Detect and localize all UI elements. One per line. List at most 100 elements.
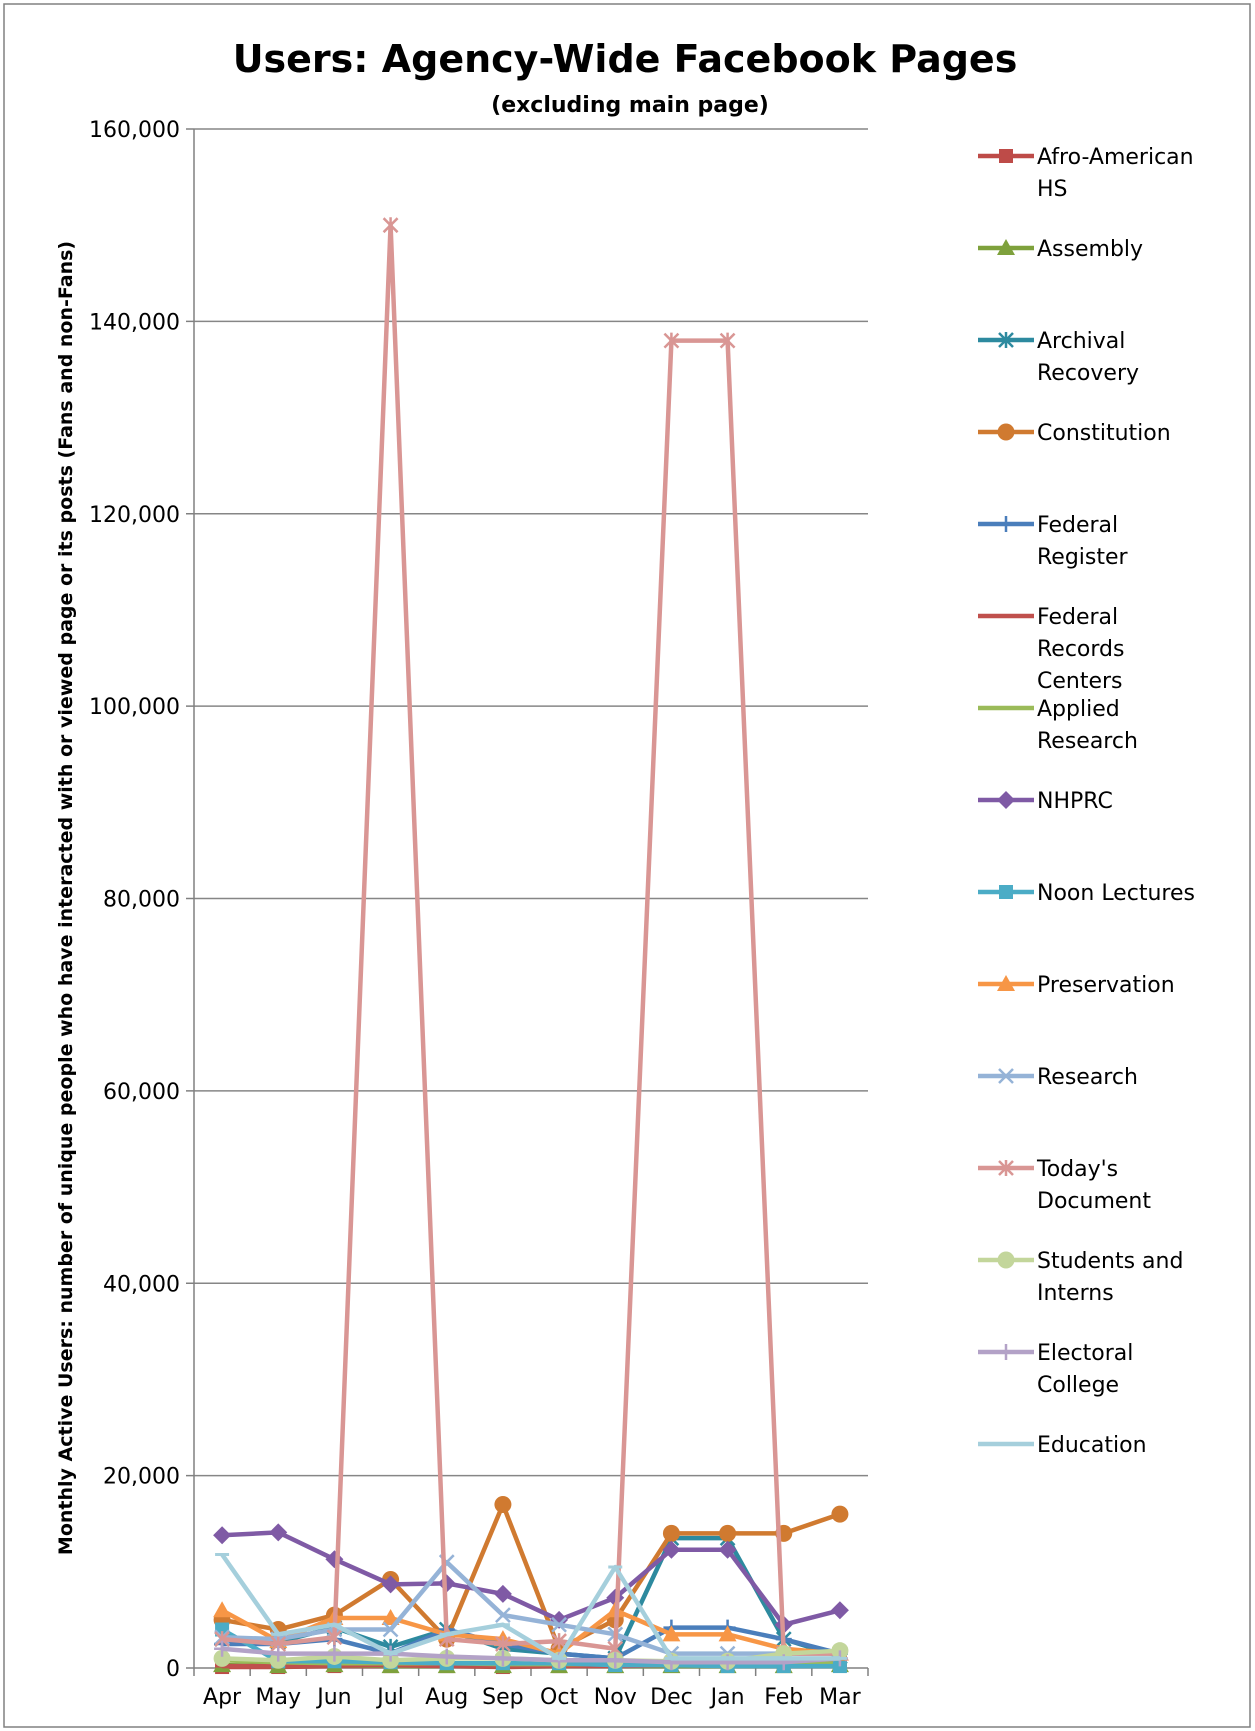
chart-title: Users: Agency-Wide Facebook Pages bbox=[233, 37, 1018, 81]
chart-border bbox=[3, 3, 1251, 1728]
legend-label: Centers bbox=[1037, 669, 1123, 694]
legend-label: Noon Lectures bbox=[1037, 881, 1195, 906]
data-point bbox=[213, 1601, 232, 1618]
series-line bbox=[220, 1627, 840, 1669]
series-line bbox=[221, 1646, 841, 1665]
y-tick-label: 120,000 bbox=[89, 503, 180, 528]
legend-label: HS bbox=[1037, 177, 1068, 202]
legend-item-research: Research bbox=[978, 1065, 1138, 1090]
data-point bbox=[326, 1629, 343, 1646]
x-tick-label: May bbox=[256, 1685, 301, 1710]
plot-series bbox=[213, 217, 849, 1675]
series-line bbox=[220, 1553, 840, 1661]
data-point bbox=[382, 217, 399, 234]
legend-label: Assembly bbox=[1037, 237, 1143, 262]
series-line bbox=[221, 1608, 841, 1656]
legend-label: Recovery bbox=[1037, 361, 1139, 386]
data-point bbox=[493, 1584, 512, 1603]
data-point bbox=[830, 1601, 849, 1620]
y-tick-label: 100,000 bbox=[89, 695, 180, 720]
legend-swatch-marker bbox=[998, 1068, 1014, 1084]
legend-label: Students and bbox=[1037, 1249, 1183, 1274]
y-tick-label: 160,000 bbox=[89, 118, 180, 143]
legend-swatch-marker bbox=[997, 239, 1015, 255]
data-point bbox=[718, 1625, 737, 1642]
x-tick-label: Dec bbox=[650, 1685, 693, 1710]
legend-item-federal-records-centers: Federal Records Centers bbox=[978, 605, 1124, 694]
legend-swatch-marker bbox=[998, 332, 1014, 348]
x-tick-label: Sep bbox=[482, 1685, 523, 1710]
data-point bbox=[831, 1505, 849, 1523]
data-point bbox=[607, 1652, 624, 1669]
legend: Afro-American HS Assembly Archival Recovery C… bbox=[978, 145, 1195, 1458]
legend-label: Constitution bbox=[1037, 421, 1171, 446]
legend-label: College bbox=[1037, 1373, 1119, 1398]
legend-label: Research bbox=[1037, 729, 1138, 754]
legend-label: Document bbox=[1037, 1189, 1151, 1214]
legend-item-noon-lectures: Noon Lectures bbox=[978, 881, 1195, 906]
data-point bbox=[495, 1635, 511, 1652]
data-point bbox=[551, 1616, 567, 1633]
data-point bbox=[663, 332, 680, 349]
legend-label: Electoral bbox=[1037, 1341, 1133, 1366]
legend-item-today-s-document: Today's Document bbox=[978, 1157, 1151, 1214]
series-line bbox=[222, 1559, 840, 1656]
legend-label: Research bbox=[1037, 1065, 1138, 1090]
data-point bbox=[326, 1645, 343, 1662]
y-axis-label: Monthly Active Users: number of unique p… bbox=[55, 241, 77, 1555]
legend-label: Federal bbox=[1037, 605, 1118, 630]
data-point bbox=[382, 1621, 399, 1638]
x-tick-label: Mar bbox=[819, 1685, 861, 1710]
series-nhprc bbox=[213, 1523, 849, 1634]
series-line bbox=[221, 1502, 841, 1652]
data-point bbox=[719, 332, 736, 349]
data-point bbox=[438, 1648, 455, 1665]
y-axis-ticks: 0 20,000 40,000 60,000 80,000 100,000 120,000 1… bbox=[89, 118, 194, 1682]
gridlines bbox=[194, 128, 868, 1477]
legend-swatch-marker bbox=[998, 516, 1014, 532]
x-axis-ticks: Apr May Jun Jul Aug Sep Oct Nov Dec Jan Feb Mar bbox=[193, 1668, 869, 1710]
legend-swatch-marker bbox=[999, 149, 1013, 163]
x-tick-label: Apr bbox=[203, 1685, 242, 1710]
legend-item-education: Education bbox=[978, 1433, 1147, 1458]
legend-swatch-marker bbox=[997, 791, 1015, 809]
legend-label: Afro-American bbox=[1037, 145, 1194, 170]
x-tick-label: Jul bbox=[375, 1685, 404, 1710]
legend-label: Applied bbox=[1037, 697, 1120, 722]
y-tick-label: 80,000 bbox=[103, 888, 180, 913]
x-tick-label: Nov bbox=[594, 1685, 637, 1710]
legend-label: Education bbox=[1037, 1433, 1147, 1458]
data-point bbox=[662, 1625, 681, 1642]
legend-item-nhprc: NHPRC bbox=[978, 789, 1113, 814]
y-tick-label: 20,000 bbox=[103, 1465, 180, 1490]
legend-label: Archival bbox=[1037, 329, 1125, 354]
x-tick-label: Aug bbox=[425, 1685, 468, 1710]
legend-item-applied-research: Applied Research bbox=[978, 697, 1138, 754]
data-point bbox=[662, 1524, 680, 1542]
legend-label: Federal bbox=[1037, 513, 1118, 538]
legend-item-electoral-college: Electoral College bbox=[978, 1341, 1133, 1398]
y-tick-label: 60,000 bbox=[103, 1080, 180, 1105]
data-point bbox=[269, 1523, 288, 1542]
data-point bbox=[494, 1495, 512, 1513]
data-point bbox=[381, 1575, 400, 1594]
legend-item-assembly: Assembly bbox=[978, 237, 1143, 262]
data-point bbox=[213, 1649, 231, 1667]
legend-item-students-and-interns: Students and Interns bbox=[978, 1249, 1183, 1306]
legend-swatch-marker bbox=[998, 1344, 1014, 1360]
data-point bbox=[495, 1607, 511, 1623]
legend-item-constitution: Constitution bbox=[978, 421, 1171, 446]
legend-label: Register bbox=[1037, 545, 1129, 570]
x-tick-label: Jun bbox=[315, 1685, 351, 1710]
data-point bbox=[662, 1540, 681, 1559]
legend-swatch-marker bbox=[997, 423, 1015, 441]
legend-item-federal-register: Federal Register bbox=[978, 513, 1129, 570]
series-education bbox=[215, 1553, 847, 1661]
data-point bbox=[270, 1645, 287, 1662]
data-point bbox=[718, 1540, 737, 1559]
legend-label: Preservation bbox=[1037, 973, 1175, 998]
x-tick-label: Feb bbox=[764, 1685, 803, 1710]
legend-item-afro-american-hs: Afro-American HS bbox=[978, 145, 1194, 202]
legend-label: NHPRC bbox=[1037, 789, 1113, 814]
